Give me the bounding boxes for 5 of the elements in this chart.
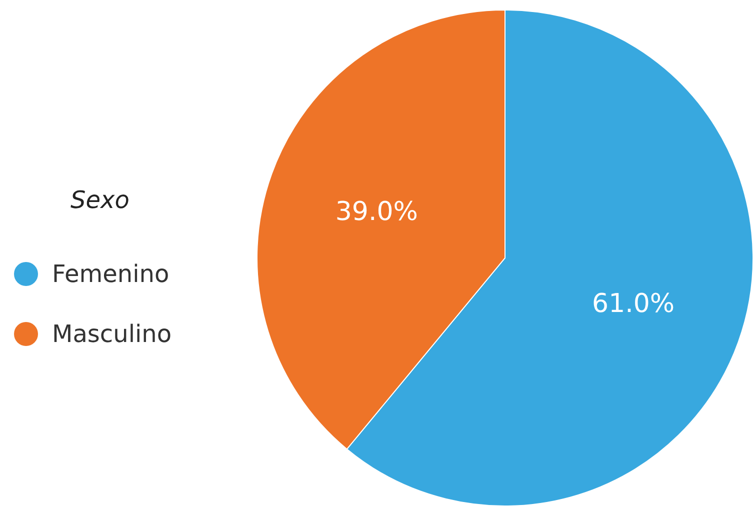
data-label: 61.0%: [592, 289, 675, 320]
data-label: 39.0%: [335, 196, 418, 227]
legend-label: Femenino: [52, 260, 170, 288]
legend-title: Sexo: [70, 186, 130, 214]
legend-label: Masculino: [52, 320, 172, 348]
